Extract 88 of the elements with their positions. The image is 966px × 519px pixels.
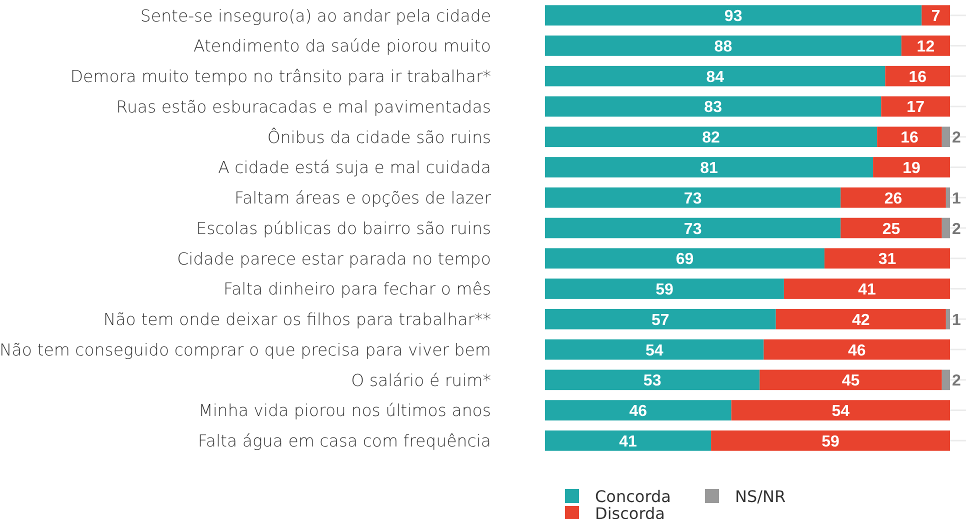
bar	[764, 339, 950, 360]
bar	[840, 187, 946, 208]
data-label: 73	[684, 190, 702, 208]
y-tick-label: Minha vida piorou nos últimos anos	[198, 401, 491, 420]
data-label: 19	[902, 160, 921, 177]
bar	[942, 370, 950, 390]
data-label: 81	[700, 160, 718, 177]
y-tick-label: Demora muito tempo no trânsito para ir trabalhar*	[70, 67, 491, 86]
bar	[545, 5, 922, 26]
data-label: 42	[852, 312, 870, 329]
bar	[545, 126, 878, 148]
y-tick-label: Ruas estão esburacadas e mal pavimentadas	[116, 97, 491, 116]
y-tick-label: Ônibus da cidade são ruins	[267, 126, 491, 147]
data-label: 16	[900, 130, 918, 147]
bar	[942, 126, 950, 148]
y-tick-label: Cidade parece estar parada no tempo	[177, 249, 491, 268]
data-label: 59	[656, 282, 674, 299]
y-tick-label: Atendimento da saúde piorou muito	[193, 36, 491, 56]
bar	[545, 339, 764, 360]
data-label: 1	[952, 312, 961, 329]
bar	[545, 400, 732, 420]
data-label: 84	[706, 68, 724, 86]
data-label: 41	[858, 282, 876, 299]
y-tick-label: Falta dinheiro para fechar o mês	[224, 280, 491, 299]
y-tick-label: Sente-se inseguro(a) ao andar pela cidade	[140, 6, 491, 26]
data-label: 2	[952, 372, 961, 390]
data-label: 59	[822, 433, 840, 450]
y-tick-label: Não tem conseguido comprar o que precisa para viver bem	[0, 340, 491, 360]
legend-label: Discorda	[595, 504, 665, 519]
data-label: 53	[643, 372, 662, 390]
data-label: 73	[684, 220, 702, 238]
data-label: 83	[704, 99, 722, 116]
bar	[840, 218, 942, 238]
data-label: 82	[702, 130, 720, 147]
bar	[824, 248, 950, 269]
bar	[885, 66, 950, 86]
y-tick-label: Não tem onde deixar os filhos para trabalhar**	[103, 310, 491, 330]
data-label: 31	[878, 251, 896, 268]
data-label: 25	[882, 220, 900, 238]
bar	[946, 308, 950, 330]
bar	[545, 36, 902, 56]
data-label: 46	[629, 403, 648, 420]
bar	[545, 157, 874, 178]
bar	[731, 400, 950, 420]
bar	[877, 126, 942, 148]
bar	[776, 308, 946, 330]
y-tick-label: A cidade está suja e mal cuidada	[218, 158, 491, 178]
legend-label: NS/NR	[735, 486, 786, 506]
bar	[901, 36, 950, 56]
bar	[545, 278, 784, 299]
bar	[545, 248, 824, 269]
data-label: 57	[652, 312, 670, 329]
data-label: 2	[952, 220, 961, 238]
bar	[946, 187, 950, 208]
data-label: 41	[619, 433, 638, 450]
y-tick-label: O salário é ruim*	[351, 370, 491, 390]
data-label: 2	[952, 130, 961, 147]
bar	[545, 66, 886, 86]
data-label: 1	[952, 190, 961, 208]
data-label: 54	[832, 403, 850, 420]
data-label: 12	[916, 38, 935, 56]
bar	[711, 430, 950, 451]
bar	[760, 370, 942, 390]
bar	[881, 96, 950, 117]
bar	[922, 5, 950, 26]
data-label: 7	[931, 8, 940, 26]
bar	[873, 157, 950, 178]
bar	[545, 187, 841, 208]
data-label: 54	[645, 342, 664, 360]
y-tick-label: Falta água em casa com frequência	[198, 432, 491, 451]
bar	[784, 278, 950, 299]
data-label: 46	[848, 342, 866, 360]
bar	[545, 370, 760, 390]
bar	[545, 218, 841, 238]
data-label: 69	[676, 251, 694, 268]
data-label: 16	[908, 68, 927, 86]
bar	[545, 96, 882, 117]
data-label: 88	[714, 38, 732, 56]
data-label: 45	[842, 372, 860, 390]
data-label: 93	[724, 8, 742, 26]
bar	[545, 430, 712, 451]
bar	[545, 308, 776, 330]
bar	[942, 218, 950, 238]
legend-label: Concorda	[595, 486, 671, 506]
data-label: 26	[884, 190, 902, 208]
y-tick-label: Escolas públicas do bairro são ruins	[196, 218, 491, 238]
y-tick-label: Faltam áreas e opções de lazer	[234, 188, 492, 208]
data-label: 17	[906, 99, 925, 116]
